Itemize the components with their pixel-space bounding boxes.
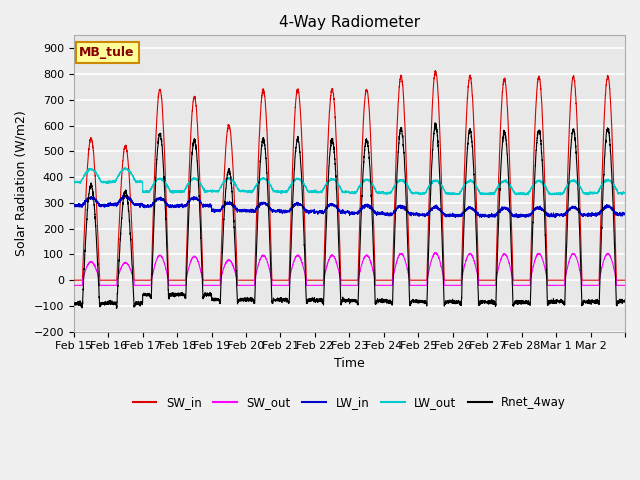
LW_in <box>399 205 407 211</box>
SW_out <box>528 271 536 276</box>
Line: SW_out: SW_out <box>74 252 625 285</box>
LW_in <box>370 207 378 213</box>
LW_in <box>513 215 521 221</box>
LW_in <box>500 204 508 210</box>
Line: SW_in: SW_in <box>74 71 625 280</box>
LW_out <box>399 177 407 183</box>
SW_in <box>528 225 536 231</box>
SW_out <box>70 282 77 288</box>
LW_in <box>70 202 77 207</box>
LW_out <box>121 165 129 170</box>
SW_in <box>370 225 378 231</box>
LW_out <box>370 185 378 191</box>
Title: 4-Way Radiometer: 4-Way Radiometer <box>279 15 420 30</box>
LW_out <box>70 178 77 184</box>
Rnet_4way <box>399 144 407 150</box>
SW_out <box>500 251 508 257</box>
LW_out <box>184 180 192 186</box>
SW_out <box>399 252 407 258</box>
SW_in <box>70 277 77 283</box>
LW_out <box>500 179 508 185</box>
Rnet_4way <box>528 255 536 261</box>
LW_out <box>621 190 629 195</box>
Legend: SW_in, SW_out, LW_in, LW_out, Rnet_4way: SW_in, SW_out, LW_in, LW_out, Rnet_4way <box>128 391 571 413</box>
LW_in <box>621 211 629 216</box>
LW_in <box>122 192 130 198</box>
LW_in <box>542 210 550 216</box>
Text: MB_tule: MB_tule <box>79 46 135 59</box>
SW_out <box>184 267 192 273</box>
SW_out <box>621 282 629 288</box>
Rnet_4way <box>501 129 509 135</box>
Rnet_4way <box>370 260 378 266</box>
LW_in <box>528 212 536 217</box>
Rnet_4way <box>184 228 192 233</box>
Rnet_4way <box>70 300 77 306</box>
Y-axis label: Solar Radiation (W/m2): Solar Radiation (W/m2) <box>15 111 28 256</box>
SW_in <box>542 219 550 225</box>
Line: LW_out: LW_out <box>74 168 625 195</box>
Rnet_4way <box>542 256 550 262</box>
SW_out <box>542 270 550 276</box>
SW_in <box>399 90 407 96</box>
SW_out <box>432 250 440 255</box>
X-axis label: Time: Time <box>334 357 365 370</box>
SW_in <box>431 68 439 73</box>
SW_in <box>500 77 508 83</box>
LW_out <box>528 184 536 190</box>
SW_in <box>184 202 192 208</box>
Rnet_4way <box>431 120 439 126</box>
LW_out <box>522 192 530 198</box>
Line: Rnet_4way: Rnet_4way <box>74 123 625 309</box>
Line: LW_in: LW_in <box>74 195 625 218</box>
LW_out <box>542 185 550 191</box>
SW_in <box>621 277 629 283</box>
Rnet_4way <box>113 306 120 312</box>
LW_in <box>184 199 192 204</box>
SW_out <box>370 271 378 276</box>
Rnet_4way <box>621 298 629 304</box>
